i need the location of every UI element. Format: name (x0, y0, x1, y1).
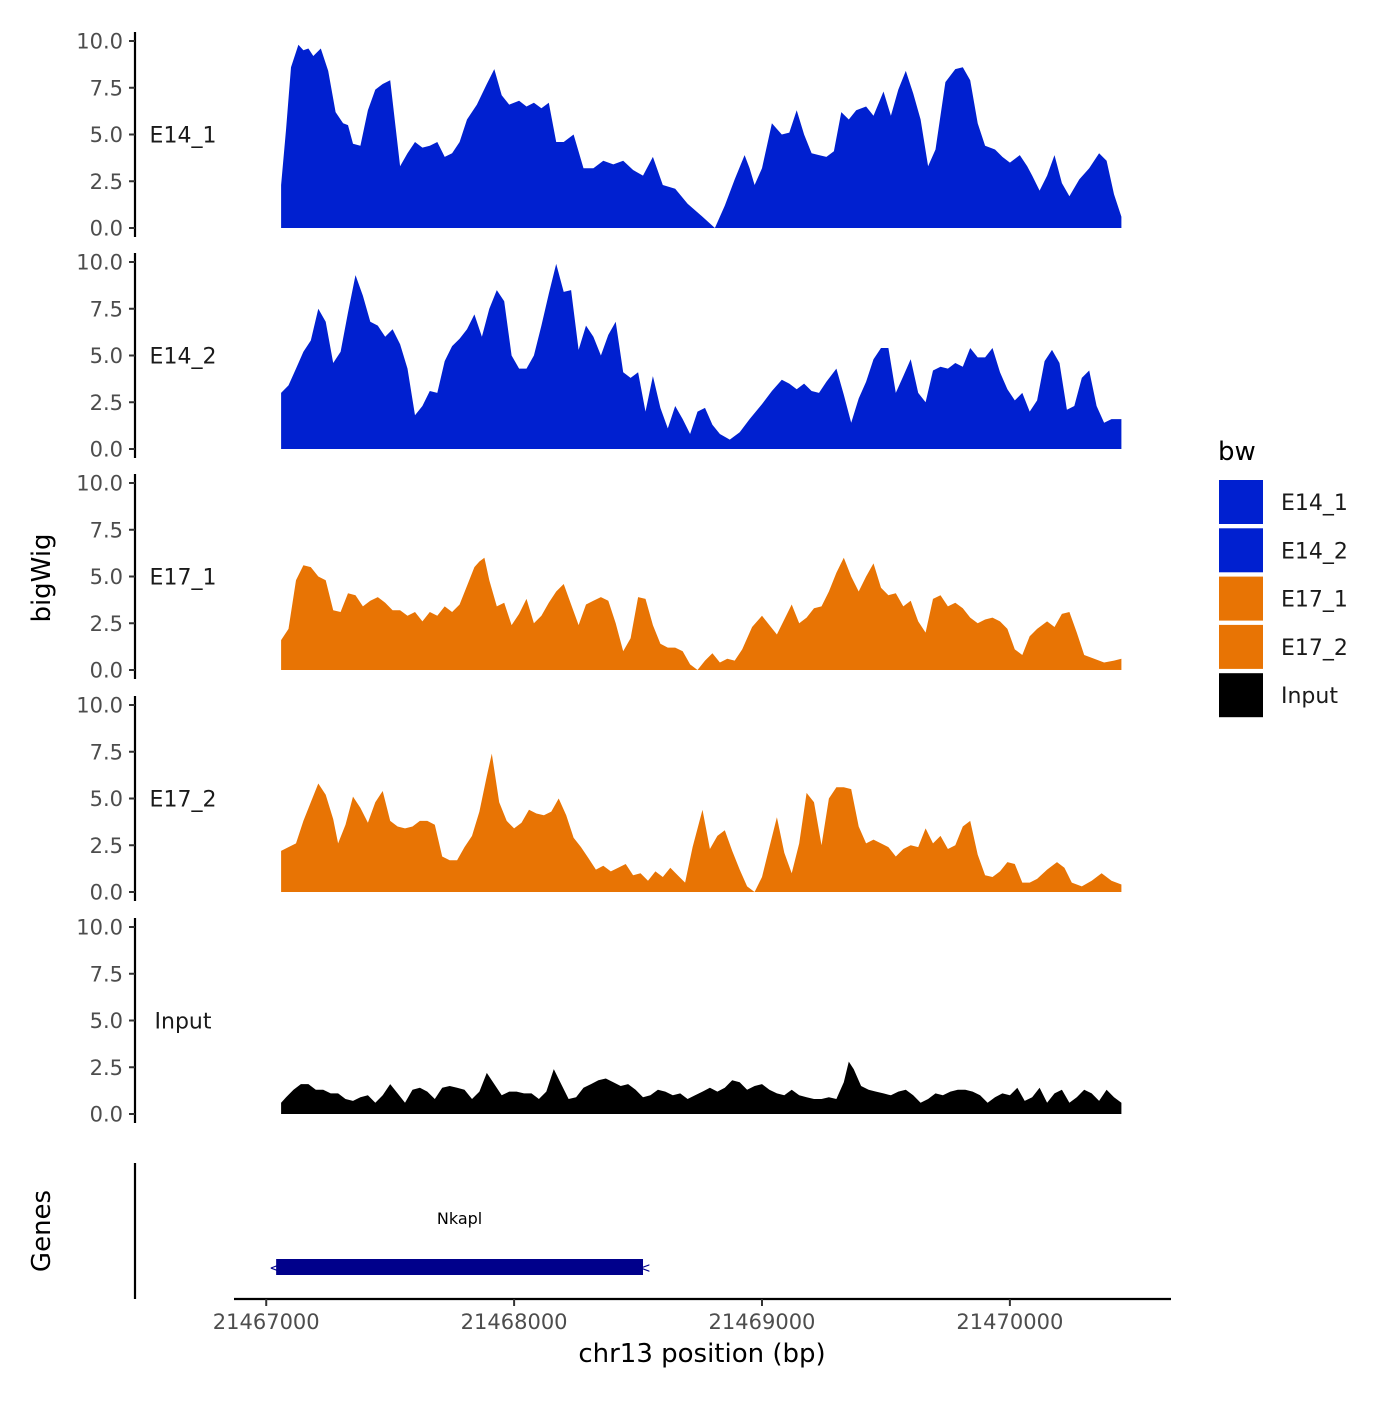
y-tick-label: 0.0 (90, 881, 123, 905)
y-tick-label: 5.0 (90, 565, 123, 589)
y-tick-label: 0.0 (90, 217, 123, 241)
track-e17-2: 0.0 2.5 5.0 7.5 10.0 E17_2 (76, 694, 1122, 905)
track-e14-2: 0.0 2.5 5.0 7.5 10.0 E14_2 (76, 251, 1122, 462)
track-label: E14_2 (150, 345, 217, 370)
legend-label: E17_2 (1281, 636, 1348, 661)
genes-panel: < < Nkapl (133, 1163, 651, 1299)
area-input (281, 1061, 1122, 1114)
y-tick-label: 2.5 (90, 612, 123, 636)
gene-strand-marker: < (639, 1261, 651, 1277)
x-tick-label: 21468000 (461, 1310, 568, 1334)
y-tick-label: 2.5 (90, 170, 123, 194)
x-axis-title: chr13 position (bp) (578, 1339, 825, 1369)
legend-swatch (1219, 673, 1263, 718)
y-tick-label: 2.5 (90, 1056, 123, 1080)
legend-label: E17_1 (1281, 588, 1348, 613)
x-tick-label: 21467000 (213, 1310, 320, 1334)
gene-strand-marker: < (269, 1261, 281, 1277)
track-e14-1: 0.0 2.5 5.0 7.5 10.0 E14_1 (76, 30, 1122, 241)
y-tick-label: 7.5 (90, 76, 123, 100)
y-tick-label: 0.0 (90, 438, 123, 462)
x-tick-label: 21470000 (956, 1310, 1063, 1334)
x-tick-label: 21469000 (709, 1310, 816, 1334)
y-tick-label: 10.0 (76, 916, 123, 940)
legend-item: E14_1 (1219, 480, 1348, 524)
track-label: E17_2 (150, 788, 217, 813)
bigwig-tracks: 0.0 2.5 5.0 7.5 10.0 E14_1 0.0 2.5 5.0 7.5 10.0 E14… (76, 30, 1122, 1127)
legend-label: E14_2 (1281, 539, 1348, 564)
y-axis-title: bigWig (27, 533, 57, 622)
y-tick-label: 7.5 (90, 962, 123, 986)
y-tick-label: 7.5 (90, 297, 123, 321)
legend: bw E14_1 E14_2 E17_1 E17_2 Input (1218, 437, 1348, 718)
area-e17-1 (281, 557, 1122, 670)
area-e17-2 (281, 753, 1122, 892)
y-tick-label: 5.0 (90, 1009, 123, 1033)
y-tick-label: 2.5 (90, 391, 123, 415)
legend-swatch (1219, 576, 1263, 621)
legend-item: E17_2 (1219, 624, 1348, 669)
y-tick-label: 5.0 (90, 787, 123, 811)
track-label: E14_1 (150, 124, 217, 149)
y-tick-label: 0.0 (90, 1103, 123, 1127)
y-tick-label: 10.0 (76, 472, 123, 496)
legend-title: bw (1218, 437, 1256, 467)
legend-label: Input (1281, 684, 1338, 709)
legend-item: E14_2 (1219, 528, 1348, 573)
y-tick-label: 10.0 (76, 30, 123, 54)
legend-item: Input (1219, 673, 1338, 718)
y-tick-label: 0.0 (90, 659, 123, 683)
genes-axis-title: Genes (27, 1190, 57, 1272)
x-ticks: 21467000 21468000 21469000 21470000 (213, 1299, 1063, 1334)
y-tick-label: 5.0 (90, 123, 123, 147)
x-axis: 21467000 21468000 21469000 21470000 (213, 1297, 1171, 1334)
legend-swatch (1219, 480, 1263, 524)
gene-body (276, 1259, 644, 1275)
gene-glyphs: < < Nkapl (269, 1209, 651, 1277)
track-e17-1: 0.0 2.5 5.0 7.5 10.0 E17_1 (76, 472, 1122, 683)
y-tick-label: 10.0 (76, 694, 123, 718)
legend-swatch (1219, 528, 1263, 573)
legend-items: E14_1 E14_2 E17_1 E17_2 Input (1219, 480, 1348, 718)
y-tick-label: 10.0 (76, 251, 123, 275)
area-e14-1 (281, 44, 1122, 229)
area-e14-2 (281, 263, 1122, 449)
y-tick-label: 7.5 (90, 740, 123, 764)
y-tick-label: 7.5 (90, 518, 123, 542)
legend-item: E17_1 (1219, 576, 1348, 621)
gene-label: Nkapl (437, 1209, 482, 1228)
y-tick-label: 5.0 (90, 344, 123, 368)
legend-label: E14_1 (1281, 491, 1348, 516)
track-input: 0.0 2.5 5.0 7.5 10.0 Input (76, 916, 1122, 1127)
y-tick-label: 2.5 (90, 834, 123, 858)
track-label: Input (155, 1010, 212, 1035)
track-label: E17_1 (150, 566, 217, 591)
legend-swatch (1219, 624, 1263, 669)
gene-nkapl: < < Nkapl (269, 1209, 651, 1277)
